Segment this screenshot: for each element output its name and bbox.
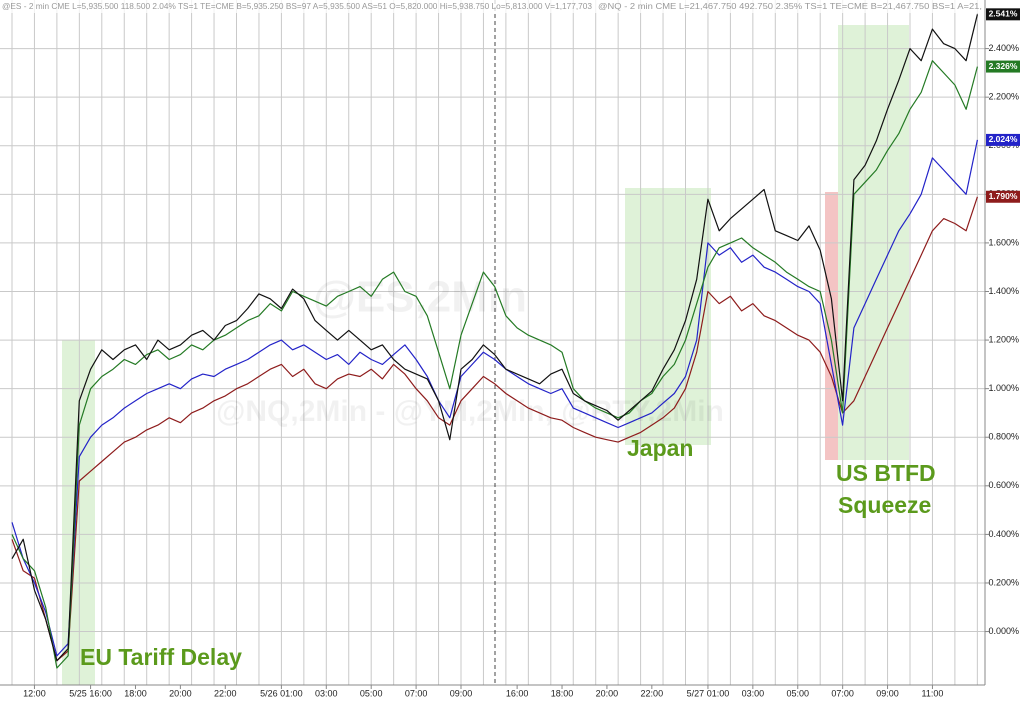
y-tick-label: 0.000% [988, 626, 1019, 636]
x-tick-label: 09:00 [450, 688, 473, 698]
x-tick-label: 09:00 [876, 688, 899, 698]
series-line [11, 14, 978, 662]
x-tick-label: 05:00 [360, 688, 383, 698]
x-tick-label: 22:00 [214, 688, 237, 698]
end-label: 1.790% [989, 191, 1018, 201]
x-tick-label: 5/27 01:00 [687, 688, 730, 698]
y-tick-label: 0.200% [988, 577, 1019, 587]
x-tick-label: 07:00 [831, 688, 854, 698]
x-tick-label: 05:00 [786, 688, 809, 698]
watermark: @NQ,2Min - @YM,2Min, @RTY,2Min [216, 395, 724, 428]
y-tick-label: 1.000% [988, 383, 1019, 393]
x-tick-label: 18:00 [551, 688, 574, 698]
y-tick-label: 0.400% [988, 529, 1019, 539]
end-label: 2.326% [989, 61, 1018, 71]
y-tick-label: 0.600% [988, 480, 1019, 490]
x-tick-label: 07:00 [405, 688, 428, 698]
lines [11, 14, 978, 669]
header: @ES - 2 min CME L=5,935.500 118.500 2.04… [2, 2, 593, 11]
header-band [0, 0, 985, 13]
end-label-box [986, 190, 1020, 203]
x-tick-label: 5/25 16:00 [69, 688, 112, 698]
x-tick-label: 18:00 [124, 688, 147, 698]
series-line [11, 60, 978, 669]
end-label-box [986, 133, 1020, 146]
header: @NQ - 2 min CME L=21,467.750 492.750 2.3… [598, 2, 982, 11]
y-tick-label: 1.200% [988, 334, 1019, 344]
watermark: @ES,2Min [313, 273, 527, 322]
annotation: EU Tariff Delay [80, 644, 242, 670]
y-tick-label: 2.400% [988, 43, 1019, 53]
y-tick-label: 0.800% [988, 432, 1019, 442]
annotation: US BTFD [836, 460, 936, 486]
end-label: 2.541% [989, 9, 1018, 19]
y-tick-label: 1.400% [988, 286, 1019, 296]
x-tick-label: 03:00 [315, 688, 338, 698]
x-tick-label: 03:00 [742, 688, 765, 698]
x-tick-label: 11:00 [922, 688, 944, 698]
annotation: Squeeze [838, 492, 931, 518]
x-tick-label: 5/26 01:00 [260, 688, 303, 698]
x-tick-label: 12:00 [23, 688, 46, 698]
x-tick-label: 16:00 [506, 688, 529, 698]
series-line [11, 196, 978, 662]
highlight [62, 340, 95, 685]
y-tick-label: 1.600% [988, 237, 1019, 247]
series-line [11, 139, 978, 657]
highlight [825, 192, 838, 460]
end-label-box [986, 8, 1020, 21]
x-tick-label: 22:00 [641, 688, 664, 698]
end-label: 2.024% [989, 134, 1018, 144]
y-tick-label: 2.200% [988, 92, 1019, 102]
annotation: Japan [627, 435, 693, 461]
x-tick-label: 20:00 [596, 688, 619, 698]
x-tick-label: 20:00 [169, 688, 192, 698]
end-label-box [986, 60, 1020, 73]
